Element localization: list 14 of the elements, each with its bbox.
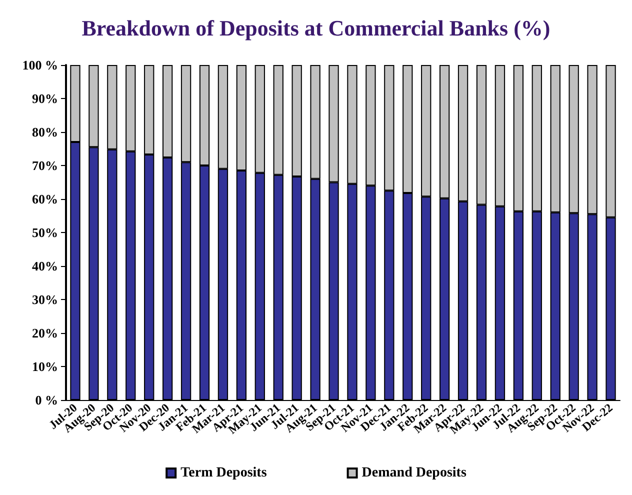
y-tick-label: 40% [32, 258, 58, 274]
y-tick-label: 0 % [35, 392, 58, 408]
y-tick-label: 100 % [22, 58, 58, 72]
y-tick-label: 50% [32, 225, 58, 240]
y-tick-label: 80% [32, 124, 58, 140]
y-tick-label: 70% [32, 158, 58, 173]
y-tick-label: 10% [32, 359, 58, 374]
legend-label: Term Deposits [180, 466, 268, 480]
y-tick-label: 30% [32, 292, 58, 307]
y-tick-label: 20% [32, 326, 58, 340]
legend-label: Demand Deposits [362, 466, 467, 480]
chart-title: Breakdown of Deposits at Commercial Banks (%) [82, 16, 550, 40]
y-tick-label: 90% [32, 91, 58, 106]
y-tick-label: 60% [32, 192, 58, 206]
